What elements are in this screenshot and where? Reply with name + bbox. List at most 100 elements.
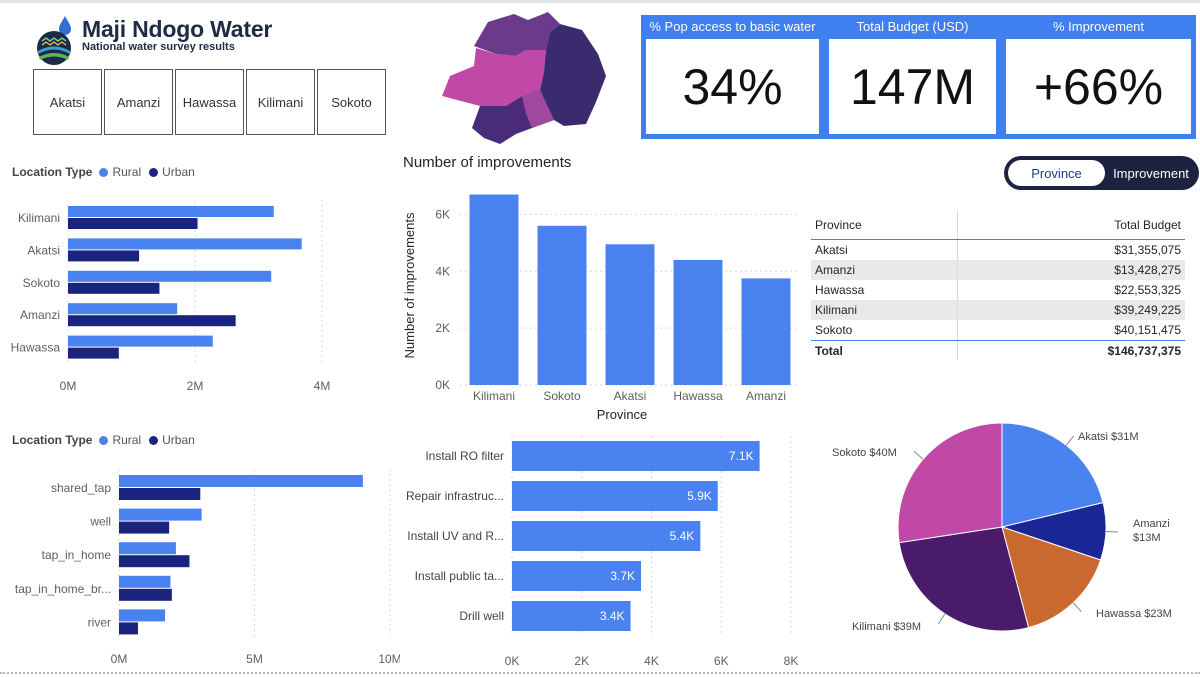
- page-subtitle: National water survey results: [82, 41, 235, 53]
- province-improvement-toggle[interactable]: Province Improvement: [1004, 156, 1199, 190]
- map-region-north: [474, 12, 560, 56]
- legend-item-urban[interactable]: Urban: [149, 165, 195, 179]
- bar-rural[interactable]: [68, 206, 274, 217]
- table-row[interactable]: Sokoto $40,151,475: [811, 320, 1185, 340]
- bar-urban[interactable]: [68, 282, 160, 294]
- legend-item-rural[interactable]: Rural: [99, 165, 141, 179]
- bar-improvements[interactable]: [469, 194, 519, 385]
- category-label: Amanzi: [20, 308, 60, 322]
- bar-improvement-type[interactable]: [512, 601, 631, 631]
- bar-improvements[interactable]: [741, 278, 791, 385]
- table-row[interactable]: Hawassa $22,553,325: [811, 280, 1185, 300]
- bottom-divider: [0, 672, 1200, 674]
- y-axis-title: Number of improvements: [402, 212, 417, 358]
- bar-urban[interactable]: [119, 622, 138, 635]
- bar-improvement-type[interactable]: [512, 481, 718, 511]
- x-tick-label: 4M: [314, 379, 331, 393]
- bar-urban[interactable]: [68, 347, 119, 359]
- category-label: river: [88, 615, 111, 629]
- pie-label: Sokoto $40M: [832, 447, 897, 459]
- slicer-amanzi[interactable]: Amanzi: [104, 69, 173, 135]
- legend-item-urban[interactable]: Urban: [149, 433, 195, 447]
- data-label: 3.4K: [600, 609, 625, 623]
- bar-urban[interactable]: [119, 588, 172, 601]
- slicer-hawassa[interactable]: Hawassa: [175, 69, 244, 135]
- province-location-bar-chart[interactable]: 0M 2M 4M Kilimani Akatsi Sokoto Amanzi Hawassa: [0, 190, 390, 400]
- bar-urban[interactable]: [119, 488, 201, 500]
- bar-improvements[interactable]: [605, 244, 655, 385]
- bar-rural[interactable]: [119, 542, 176, 555]
- slicer-kilimani[interactable]: Kilimani: [246, 69, 315, 135]
- header-province[interactable]: Province: [815, 217, 862, 232]
- province-map[interactable]: [436, 10, 614, 146]
- bar-urban[interactable]: [68, 250, 140, 262]
- bar-urban[interactable]: [68, 218, 198, 229]
- x-tick-label: 8K: [784, 654, 799, 668]
- category-label: Drill well: [459, 609, 504, 623]
- category-label: Amanzi: [746, 389, 786, 403]
- leader-line: [913, 451, 924, 460]
- bar-rural[interactable]: [68, 335, 213, 347]
- pie-slice[interactable]: [1001, 526, 1102, 629]
- cell-province: Sokoto: [815, 323, 853, 337]
- bar-improvement-type[interactable]: [512, 561, 642, 591]
- bar-improvements[interactable]: [673, 259, 723, 385]
- bar-urban[interactable]: [68, 315, 236, 327]
- legend-title: Location Type: [12, 433, 93, 447]
- bar-improvement-type[interactable]: [512, 441, 760, 471]
- table-row[interactable]: Akatsi $31,355,075: [811, 240, 1185, 260]
- bar-rural[interactable]: [119, 575, 171, 588]
- x-tick-label: 2M: [187, 379, 204, 393]
- table-total-row: Total $146,737,375: [811, 340, 1185, 360]
- pie-slice[interactable]: [898, 526, 1030, 632]
- toggle-province[interactable]: Province: [1008, 160, 1105, 186]
- bar-urban[interactable]: [119, 521, 170, 534]
- improvements-chart-title: Number of improvements: [403, 154, 572, 171]
- category-label: tap_in_home: [42, 548, 112, 562]
- legend-item-rural[interactable]: Rural: [99, 433, 141, 447]
- pie-slice[interactable]: [1001, 422, 1104, 528]
- bar-urban[interactable]: [119, 555, 190, 568]
- legend-label: Urban: [162, 165, 195, 179]
- leader-line: [1072, 602, 1082, 612]
- bar-rural[interactable]: [68, 238, 302, 250]
- pie-slice[interactable]: [897, 422, 1003, 544]
- cell-budget: $22,553,325: [957, 280, 1185, 300]
- bar-improvements[interactable]: [537, 225, 587, 385]
- category-label: shared_tap: [51, 481, 111, 495]
- category-label: Akatsi: [27, 243, 60, 257]
- kpi-label: % Improvement: [1052, 19, 1145, 34]
- bar-rural[interactable]: [68, 303, 178, 315]
- total-value: $146,737,375: [957, 341, 1185, 360]
- pie-label: Amanzi: [1133, 518, 1170, 530]
- pie-label: $13M: [1133, 532, 1161, 544]
- legend-title: Location Type: [12, 165, 93, 179]
- bar-rural[interactable]: [119, 609, 166, 622]
- category-label: Repair infrastruc...: [406, 489, 504, 503]
- bar-rural[interactable]: [119, 508, 202, 521]
- table-row[interactable]: Kilimani $39,249,225: [811, 300, 1185, 320]
- bar-rural[interactable]: [68, 270, 272, 282]
- rural-dot-icon: [99, 167, 109, 177]
- bar-rural[interactable]: [119, 475, 363, 487]
- x-tick-label: 0M: [111, 652, 128, 666]
- kpi-total-budget: Total Budget (USD) 147M: [824, 15, 1001, 139]
- data-label: 7.1K: [729, 449, 754, 463]
- bar-improvement-type[interactable]: [512, 521, 701, 551]
- table-row[interactable]: Amanzi $13,428,275: [811, 260, 1185, 280]
- x-tick-label: 4K: [644, 654, 659, 668]
- data-label: 3.7K: [610, 569, 635, 583]
- toggle-improvement[interactable]: Improvement: [1113, 165, 1189, 181]
- budget-pie-chart[interactable]: Akatsi $31M Amanzi $13M Hawassa $23M Kiliman…: [810, 405, 1200, 660]
- category-label: Sokoto: [543, 389, 581, 403]
- kpi-value: 147M: [829, 39, 996, 134]
- improvement-type-bar-chart[interactable]: 0K 2K 4K 6K 8K Install RO filter 7.1K Repair in…: [400, 430, 810, 670]
- legend-location-type-2: Location Type Rural Urban: [12, 433, 203, 447]
- page-title: Maji Ndogo Water: [82, 16, 273, 42]
- improvements-bar-chart[interactable]: 0K 2K 4K 6K Kilimani Sokoto Akatsi Hawassa Amanz…: [396, 178, 806, 428]
- slicer-akatsi[interactable]: Akatsi: [33, 69, 102, 135]
- slicer-sokoto[interactable]: Sokoto: [317, 69, 386, 135]
- map-region-west: [442, 48, 546, 106]
- header-total-budget[interactable]: Total Budget: [957, 210, 1185, 239]
